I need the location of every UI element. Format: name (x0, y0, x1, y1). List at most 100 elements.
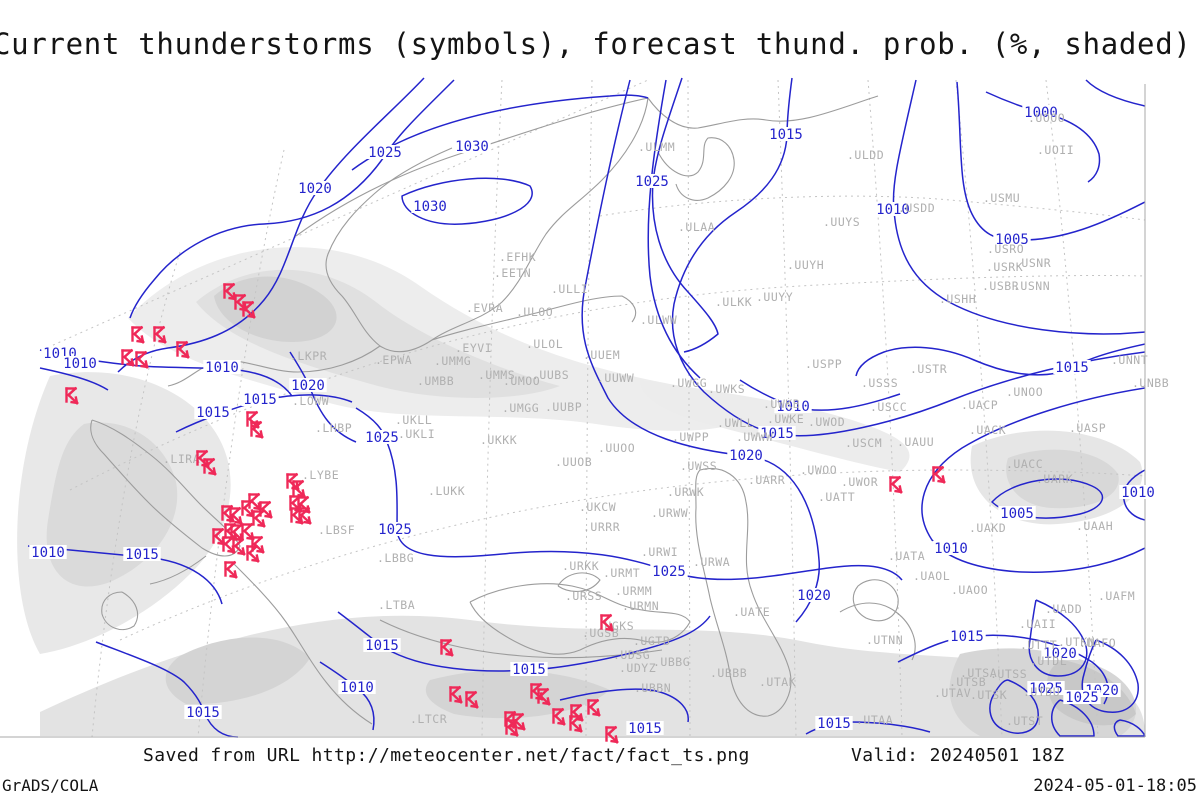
station-label: .UATE (733, 605, 770, 619)
station-label: .ULDD (847, 148, 884, 162)
station-label: .ULOO (516, 305, 553, 319)
station-label: .ULKK (715, 295, 752, 309)
isobar-contour (647, 79, 701, 379)
isobar-label-box (363, 638, 401, 652)
station-label: .UOII (1037, 143, 1074, 157)
station-label: .UTAA (856, 713, 893, 727)
isobar-label-box (194, 405, 232, 419)
coastline (149, 555, 207, 585)
isobar-label-box (1053, 360, 1091, 374)
isobar-label-box (932, 541, 970, 555)
graticule-line (69, 274, 1146, 491)
station-label: .UDYZ (619, 661, 656, 675)
grads-credit: GrADS/COLA (2, 776, 99, 795)
isobar-contour (1081, 639, 1139, 713)
isobar-label: 1010 (1121, 485, 1155, 501)
isobar-label-box (366, 145, 404, 159)
isobar-contour (1122, 469, 1146, 521)
station-label: .UBBB (710, 666, 747, 680)
station-label: .USSS (861, 376, 898, 390)
station-label: .USMU (983, 191, 1020, 205)
station-label: .UKLI (398, 427, 435, 441)
isobar-contour (1028, 599, 1088, 677)
storm-symbol (135, 351, 149, 369)
station-label: .UKCW (579, 500, 616, 514)
station-label: .UTAK (759, 675, 796, 689)
station-label: .UKLL (395, 413, 432, 427)
isobar-label: 1000 (1024, 105, 1058, 121)
station-label: .UWOR (841, 475, 878, 489)
station-label: .UNNT (1111, 353, 1148, 367)
isobar-label-box (1063, 690, 1101, 704)
station-label: .USNN (1013, 279, 1050, 293)
station-label: .URKK (562, 559, 599, 573)
isobar-label-box (767, 127, 805, 141)
isobar-contour (651, 77, 719, 353)
station-label: .URWW (651, 506, 688, 520)
shading-region (165, 637, 310, 705)
station-label: .UBBG (653, 655, 690, 669)
station-label: .UTTT (1020, 638, 1057, 652)
station-label: .UTKN (1058, 635, 1095, 649)
station-label: .LKPR (290, 349, 327, 363)
isobar-contour (581, 79, 821, 623)
isobar-contour (95, 641, 239, 738)
isobar-label: 1005 (995, 232, 1029, 248)
isobar-label-box (1022, 105, 1060, 119)
station-label: .URMT (603, 566, 640, 580)
station-label: .UKKK (480, 433, 517, 447)
station-label: .UMMG (434, 354, 471, 368)
coastline (295, 95, 879, 237)
isobar-label-box (61, 356, 99, 370)
isobar-label: 1015 (1055, 360, 1089, 376)
station-label: .EPWA (375, 353, 412, 367)
isobar-label-box (727, 448, 765, 462)
station-label: .UUEM (583, 348, 620, 362)
station-label: .UWOO (800, 463, 837, 477)
storm-symbol (246, 545, 260, 563)
station-label: .UOOO (1028, 111, 1065, 125)
timestamp: 2024-05-01-18:05 (1033, 776, 1197, 796)
isobar-label-box (338, 680, 376, 694)
station-label: .EYVI (455, 341, 492, 355)
graticule-line (777, 79, 797, 738)
station-label: .ULWW (640, 313, 677, 327)
station-label: .UTNN (866, 633, 903, 647)
isobar-label: 1010 (876, 202, 910, 218)
isobar-label: 1025 (378, 522, 412, 538)
station-label: .UAUU (897, 435, 934, 449)
isobar-label-box (363, 430, 401, 444)
isobar-label: 1015 (760, 426, 794, 442)
isobar-label: 1020 (1043, 646, 1077, 662)
station-label: .LBSF (318, 523, 355, 537)
storm-symbol (259, 501, 273, 519)
isobar-contour (956, 81, 1146, 241)
isobar-label-box (1119, 485, 1157, 499)
station-label: .UADD (1045, 602, 1082, 616)
station-label: .LTBA (378, 598, 415, 612)
isobar-label-box (289, 378, 327, 392)
isobar-label-box (815, 716, 853, 730)
map-border-layer (0, 84, 1146, 738)
station-label: .UWKB (763, 397, 800, 411)
isobar-label-box (203, 360, 241, 374)
station-label: .UTDL (1030, 654, 1067, 668)
station-label: .UTAV (934, 686, 971, 700)
isobar-label: 1015 (196, 405, 230, 421)
station-label: .URRR (583, 520, 620, 534)
isobar-label: 1015 (243, 392, 277, 408)
coastline (231, 561, 373, 725)
isobar-label: 1020 (298, 181, 332, 197)
isobar-label: 1015 (125, 547, 159, 563)
station-label: .USCC (870, 400, 907, 414)
isobar-label-box (993, 232, 1031, 246)
saved-url-text: Saved from URL http://meteocenter.net/fa… (143, 745, 750, 766)
station-label: .USBR (982, 279, 1019, 293)
isobar-label: 1015 (817, 716, 851, 732)
storm-symbol (252, 510, 266, 528)
station-label: .LTCR (410, 712, 447, 726)
station-label: .UBBN (634, 681, 671, 695)
isobar-contour (39, 367, 109, 391)
isobar-label: 1010 (63, 356, 97, 372)
